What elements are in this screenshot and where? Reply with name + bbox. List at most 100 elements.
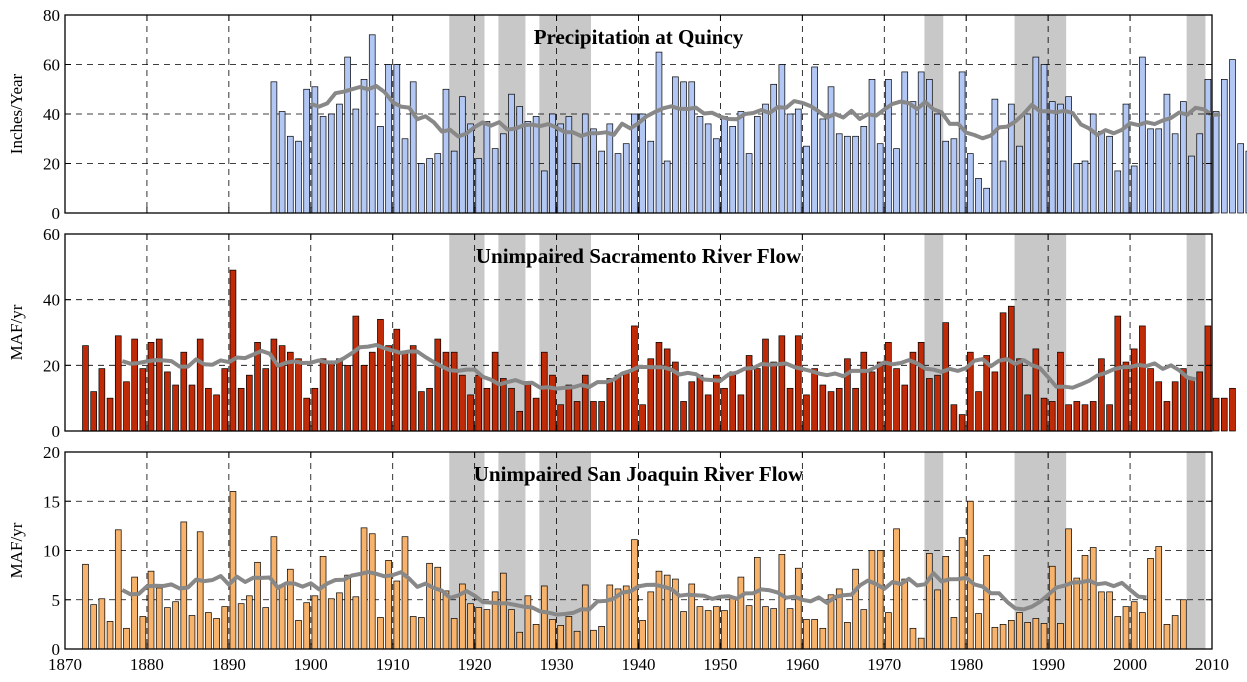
bar-san-joaquin-1966	[852, 568, 859, 650]
bar-sacramento-1908	[377, 319, 384, 432]
bar-san-joaquin-1936	[606, 584, 614, 650]
bar-precipitation-1999	[1122, 103, 1130, 214]
bar-sacramento-2007	[1188, 378, 1195, 432]
bar-precipitation-2001	[1139, 56, 1146, 214]
bar-sacramento-1878	[131, 338, 138, 432]
ytick-label-precipitation-0: 0	[52, 204, 61, 223]
bar-san-joaquin-1888	[213, 618, 220, 650]
bar-san-joaquin-1998	[1114, 616, 1122, 650]
bar-sacramento-1921	[483, 387, 491, 432]
bar-sacramento-1954	[753, 368, 761, 432]
bar-sacramento-1896	[278, 345, 286, 432]
ytick-label-precipitation-80: 80	[43, 6, 60, 25]
ytick-label-sacramento-40: 40	[43, 291, 60, 310]
bar-sacramento-1885	[188, 384, 196, 432]
bar-sacramento-1919	[467, 394, 474, 432]
bar-sacramento-1995	[1089, 401, 1097, 432]
bar-san-joaquin-1984	[999, 624, 1007, 650]
bar-san-joaquin-1939	[631, 539, 638, 650]
bar-sacramento-2009	[1204, 325, 1212, 432]
bar-san-joaquin-1881	[155, 587, 163, 650]
bar-san-joaquin-1894	[262, 607, 270, 650]
bar-precipitation-1923	[500, 133, 507, 214]
bar-san-joaquin-1905	[352, 596, 360, 650]
bar-precipitation-1901	[319, 116, 327, 214]
bar-precipitation-1944	[672, 76, 679, 214]
bar-sacramento-1955	[762, 338, 769, 432]
bar-precipitation-1959	[794, 108, 802, 214]
bar-precipitation-1912	[409, 81, 417, 214]
bar-precipitation-1993	[1073, 163, 1081, 214]
bar-sacramento-1886	[196, 338, 204, 432]
bar-san-joaquin-1922	[491, 591, 499, 650]
bar-precipitation-1935	[598, 150, 605, 214]
bar-sacramento-1876	[114, 335, 122, 432]
bar-san-joaquin-1997	[1106, 591, 1113, 650]
bar-san-joaquin-1910	[393, 580, 401, 650]
bar-sacramento-1988	[1032, 348, 1040, 432]
bar-sacramento-1941	[647, 358, 655, 432]
bar-precipitation-1962	[819, 118, 827, 214]
bar-san-joaquin-1876	[114, 529, 122, 650]
bar-san-joaquin-1965	[844, 622, 851, 650]
bar-precipitation-1964	[835, 133, 843, 214]
bar-san-joaquin-1924	[508, 609, 515, 650]
bar-san-joaquin-1976	[934, 589, 941, 650]
bar-sacramento-1969	[876, 361, 884, 432]
bar-san-joaquin-1993	[1073, 577, 1081, 650]
bar-san-joaquin-1994	[1081, 555, 1089, 650]
xtick-label-1890: 1890	[212, 655, 246, 674]
bar-sacramento-2005	[1171, 381, 1179, 432]
bar-sacramento-1966	[852, 387, 859, 432]
bar-san-joaquin-1967	[860, 609, 868, 650]
bar-sacramento-1872	[82, 345, 89, 432]
running-mean-line-sacramento	[121, 343, 1197, 391]
bar-sacramento-1998	[1114, 315, 1122, 432]
bar-precipitation-1966	[852, 135, 859, 214]
bar-san-joaquin-1878	[131, 576, 138, 650]
bar-san-joaquin-1874	[98, 598, 106, 650]
bar-san-joaquin-1917	[450, 618, 458, 650]
bar-sacramento-1907	[368, 351, 376, 432]
bar-san-joaquin-1947	[696, 606, 704, 650]
bar-sacramento-1967	[860, 351, 868, 432]
xtick-label-1980: 1980	[949, 655, 983, 674]
bar-sacramento-1934	[590, 401, 597, 432]
bar-sacramento-2010	[1212, 397, 1220, 432]
bar-sacramento-1991	[1057, 351, 1064, 432]
bar-san-joaquin-1921	[483, 609, 491, 650]
bar-precipitation-1898	[295, 140, 302, 214]
bar-precipitation-1997	[1106, 135, 1113, 214]
bar-precipitation-2013	[1237, 143, 1244, 214]
bar-sacramento-2012	[1229, 387, 1236, 432]
bar-precipitation-1925	[516, 106, 524, 214]
bar-sacramento-1981	[975, 391, 982, 432]
bar-sacramento-1928	[540, 351, 548, 432]
bar-san-joaquin-1960	[803, 619, 810, 650]
bar-sacramento-1984	[999, 312, 1007, 432]
bar-precipitation-1982	[983, 187, 990, 214]
bar-sacramento-1952	[737, 394, 745, 432]
bar-sacramento-1977	[942, 322, 950, 432]
bar-san-joaquin-2005	[1171, 615, 1179, 650]
bar-san-joaquin-1972	[901, 578, 909, 650]
bar-san-joaquin-1935	[598, 625, 605, 650]
bar-sacramento-1983	[991, 371, 999, 432]
bar-san-joaquin-1986	[1016, 612, 1023, 650]
bar-precipitation-1903	[336, 103, 343, 214]
bar-san-joaquin-1890	[229, 491, 237, 650]
panel-title-san-joaquin: Unimpaired San Joaquin River Flow	[474, 462, 804, 486]
bar-san-joaquin-1961	[811, 619, 818, 650]
bar-san-joaquin-1977	[942, 556, 950, 650]
ytick-label-precipitation-60: 60	[43, 56, 60, 75]
bar-san-joaquin-1941	[647, 591, 655, 650]
bar-precipitation-1981	[975, 178, 982, 214]
bar-sacramento-1986	[1016, 358, 1023, 432]
bar-precipitation-1905	[352, 108, 360, 214]
bar-precipitation-1953	[745, 153, 753, 214]
bar-sacramento-1903	[336, 358, 343, 432]
bar-sacramento-1887	[205, 387, 212, 432]
bar-sacramento-1951	[729, 371, 737, 432]
bar-san-joaquin-1873	[90, 604, 97, 650]
